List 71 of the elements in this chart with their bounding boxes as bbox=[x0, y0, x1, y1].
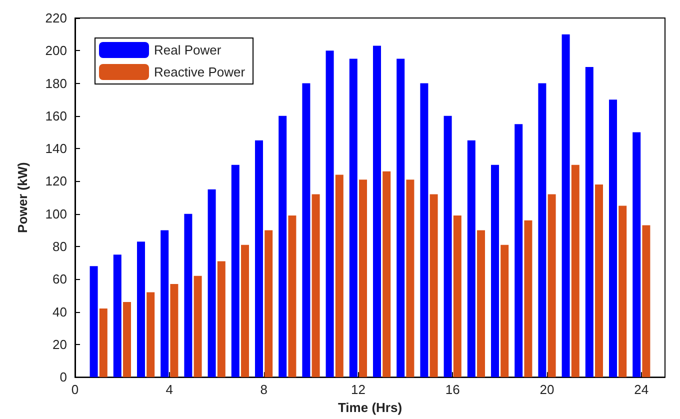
x-tick-label: 0 bbox=[71, 382, 79, 398]
bar bbox=[453, 216, 462, 378]
y-tick-label: 0 bbox=[60, 370, 67, 385]
bar bbox=[406, 180, 414, 378]
bar bbox=[90, 266, 98, 378]
legend-label: Real Power bbox=[154, 42, 222, 58]
y-tick-label: 180 bbox=[45, 76, 67, 91]
bar bbox=[595, 184, 603, 378]
bar bbox=[430, 194, 438, 378]
y-tick-label: 100 bbox=[45, 206, 67, 222]
bar bbox=[524, 220, 532, 378]
bar bbox=[618, 206, 627, 378]
bar bbox=[538, 83, 546, 378]
y-tick-label: 80 bbox=[52, 239, 67, 254]
x-tick-label: 24 bbox=[634, 382, 649, 398]
bar bbox=[444, 116, 452, 378]
bar bbox=[99, 308, 108, 378]
bar bbox=[146, 292, 155, 378]
bar bbox=[642, 225, 650, 378]
bar bbox=[373, 46, 381, 378]
x-tick-label: 20 bbox=[540, 382, 554, 398]
y-tick-label: 220 bbox=[45, 10, 67, 26]
bar bbox=[194, 276, 202, 378]
bar bbox=[500, 244, 509, 378]
bar bbox=[349, 58, 358, 378]
y-tick-label: 120 bbox=[45, 174, 67, 189]
bar bbox=[420, 83, 428, 378]
bar bbox=[335, 174, 344, 378]
bar bbox=[359, 180, 367, 378]
bar bbox=[288, 216, 296, 378]
y-tick-label: 200 bbox=[45, 43, 67, 58]
y-tick-label: 60 bbox=[52, 272, 67, 287]
bar bbox=[184, 214, 192, 378]
bar bbox=[217, 261, 226, 378]
bar bbox=[326, 50, 334, 378]
bar bbox=[382, 171, 391, 378]
bar bbox=[264, 230, 273, 378]
bar bbox=[571, 164, 580, 378]
bar bbox=[632, 132, 641, 378]
bar bbox=[255, 140, 263, 378]
y-tick-label: 40 bbox=[52, 304, 67, 320]
legend-label: Reactive Power bbox=[154, 64, 246, 80]
bar bbox=[609, 100, 617, 378]
x-tick-label: 12 bbox=[350, 382, 366, 398]
bar bbox=[585, 66, 594, 378]
bar bbox=[113, 254, 122, 378]
x-tick-label: 16 bbox=[445, 382, 460, 398]
bar bbox=[137, 242, 145, 378]
bar bbox=[312, 194, 320, 378]
x-tick-label: 8 bbox=[260, 382, 268, 398]
bar bbox=[170, 284, 178, 378]
bar bbox=[514, 124, 523, 378]
bar bbox=[160, 230, 169, 378]
bar bbox=[562, 34, 570, 378]
y-tick-label: 160 bbox=[45, 108, 67, 124]
bar bbox=[491, 164, 499, 378]
y-tick-label: 140 bbox=[45, 141, 67, 156]
y-tick-label: 20 bbox=[52, 336, 67, 352]
bar bbox=[302, 83, 310, 378]
bar bbox=[396, 58, 405, 378]
x-axis-title: Time (Hrs) bbox=[338, 400, 402, 415]
bar bbox=[231, 164, 240, 378]
bar bbox=[278, 116, 287, 378]
bar bbox=[477, 230, 485, 378]
bar bbox=[467, 140, 476, 378]
y-axis-title: Power (kW) bbox=[15, 162, 30, 233]
x-tick-label: 4 bbox=[166, 382, 174, 398]
bar bbox=[241, 244, 249, 378]
bar bbox=[123, 302, 131, 378]
bar bbox=[548, 194, 556, 378]
bar bbox=[208, 189, 216, 378]
